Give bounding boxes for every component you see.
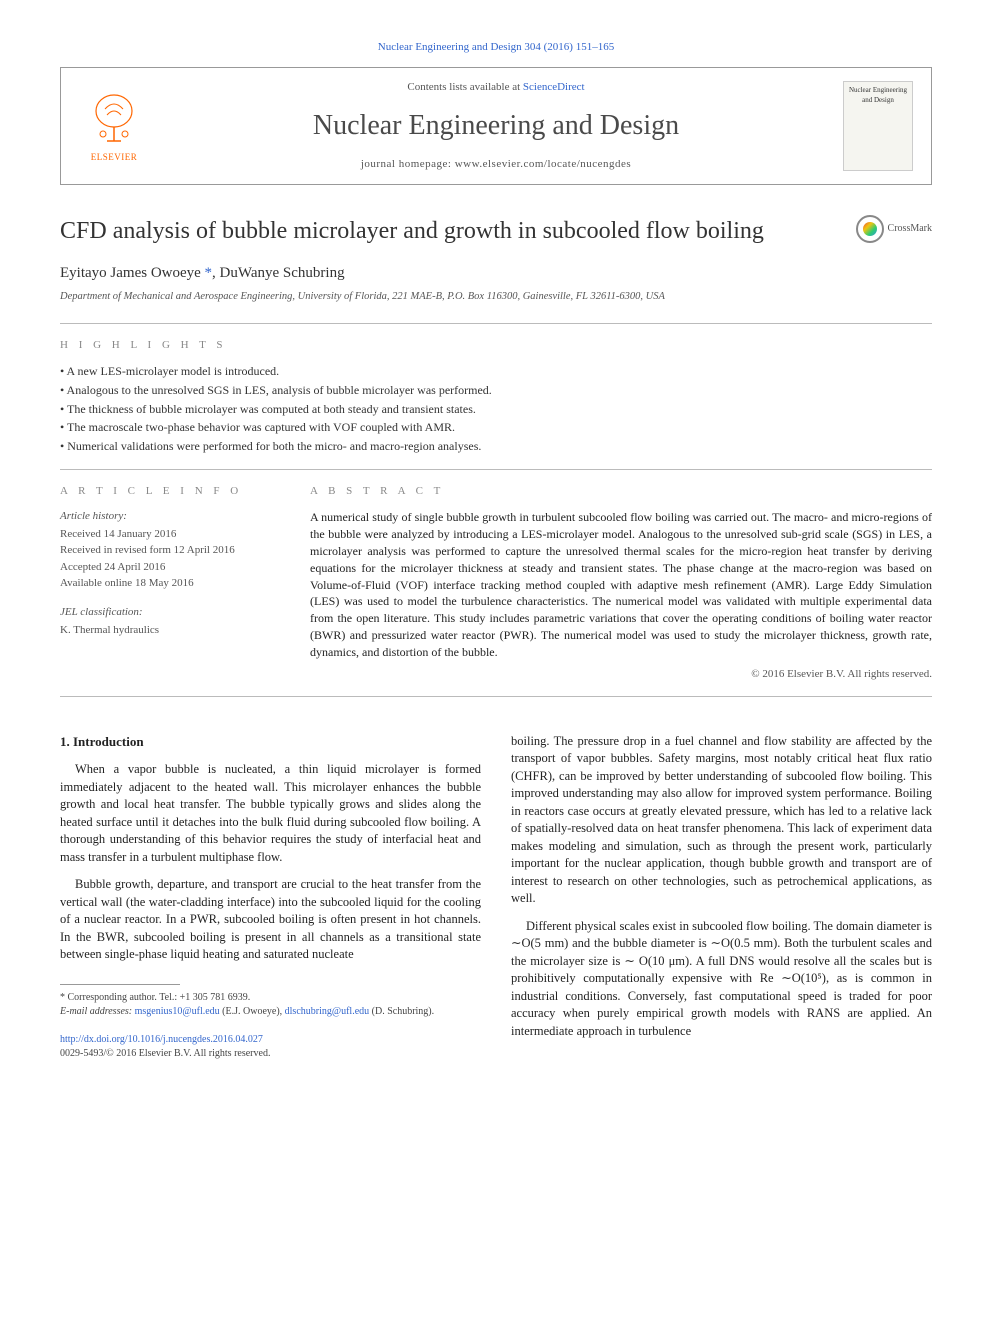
article-info-label: a r t i c l e i n f o xyxy=(60,484,280,499)
history-received: Received 14 January 2016 xyxy=(60,527,280,542)
journal-homepage: journal homepage: www.elsevier.com/locat… xyxy=(169,157,823,172)
email-footnote: E-mail addresses: msgenius10@ufl.edu (E.… xyxy=(60,1005,481,1019)
author-1: Eyitayo James Owoeye xyxy=(60,265,201,281)
info-abstract-row: a r t i c l e i n f o Article history: R… xyxy=(60,484,932,682)
doi-link[interactable]: http://dx.doi.org/10.1016/j.nucengdes.20… xyxy=(60,1034,263,1045)
cover-title: Nuclear Engineering and Design xyxy=(848,86,908,106)
journal-reference: Nuclear Engineering and Design 304 (2016… xyxy=(60,40,932,55)
column-right: boiling. The pressure drop in a fuel cha… xyxy=(511,733,932,1061)
col2-para-1: boiling. The pressure drop in a fuel cha… xyxy=(511,733,932,908)
divider xyxy=(60,469,932,470)
issn-line: 0029-5493/© 2016 Elsevier B.V. All right… xyxy=(60,1047,481,1061)
footnotes: * Corresponding author. Tel.: +1 305 781… xyxy=(60,991,481,1019)
body-columns: 1. Introduction When a vapor bubble is n… xyxy=(60,733,932,1061)
history-revised: Received in revised form 12 April 2016 xyxy=(60,543,280,558)
contents-available: Contents lists available at ScienceDirec… xyxy=(169,80,823,95)
email-link-2[interactable]: dlschubring@ufl.edu xyxy=(285,1006,369,1017)
column-left: 1. Introduction When a vapor bubble is n… xyxy=(60,733,481,1061)
doi-block: http://dx.doi.org/10.1016/j.nucengdes.20… xyxy=(60,1033,481,1061)
email-link-1[interactable]: msgenius10@ufl.edu xyxy=(135,1006,220,1017)
intro-heading: 1. Introduction xyxy=(60,733,481,751)
contents-prefix: Contents lists available at xyxy=(407,81,522,93)
highlight-item: Analogous to the unresolved SGS in LES, … xyxy=(60,382,932,399)
article-info: a r t i c l e i n f o Article history: R… xyxy=(60,484,280,682)
history-online: Available online 18 May 2016 xyxy=(60,576,280,591)
elsevier-tree-icon xyxy=(89,89,139,149)
abstract-label: a b s t r a c t xyxy=(310,484,932,499)
divider xyxy=(60,696,932,697)
author-2: DuWanye Schubring xyxy=(220,265,345,281)
journal-name: Nuclear Engineering and Design xyxy=(169,106,823,145)
homepage-prefix: journal homepage: xyxy=(361,158,455,170)
jel-block: JEL classification: K. Thermal hydraulic… xyxy=(60,605,280,638)
highlights-section: h i g h l i g h t s A new LES-microlayer… xyxy=(60,338,932,455)
corresponding-mark: * xyxy=(205,265,213,281)
elsevier-label: ELSEVIER xyxy=(91,151,138,164)
affiliation: Department of Mechanical and Aerospace E… xyxy=(60,290,932,305)
jel-label: JEL classification: xyxy=(60,605,280,620)
intro-para-1: When a vapor bubble is nucleated, a thin… xyxy=(60,761,481,866)
highlight-item: The thickness of bubble microlayer was c… xyxy=(60,401,932,418)
corresponding-footnote: * Corresponding author. Tel.: +1 305 781… xyxy=(60,991,481,1005)
email-name-2: (D. Schubring). xyxy=(372,1006,435,1017)
email-name-1: (E.J. Owoeye), xyxy=(222,1006,282,1017)
history-label: Article history: xyxy=(60,509,280,524)
title-row: CFD analysis of bubble microlayer and gr… xyxy=(60,215,932,249)
abstract: a b s t r a c t A numerical study of sin… xyxy=(310,484,932,682)
journal-cover-thumbnail: Nuclear Engineering and Design xyxy=(843,81,913,171)
intro-para-2: Bubble growth, departure, and transport … xyxy=(60,876,481,964)
email-label: E-mail addresses: xyxy=(60,1006,132,1017)
crossmark-icon xyxy=(856,215,884,243)
homepage-url[interactable]: www.elsevier.com/locate/nucengdes xyxy=(455,158,631,170)
highlight-item: A new LES-microlayer model is introduced… xyxy=(60,363,932,380)
divider xyxy=(60,323,932,324)
header-center: Contents lists available at ScienceDirec… xyxy=(169,80,823,172)
jel-value: K. Thermal hydraulics xyxy=(60,623,280,638)
footnote-rule xyxy=(60,984,180,985)
elsevier-logo: ELSEVIER xyxy=(79,86,149,166)
crossmark-badge[interactable]: CrossMark xyxy=(856,215,932,243)
col2-para-2: Different physical scales exist in subco… xyxy=(511,918,932,1041)
highlights-label: h i g h l i g h t s xyxy=(60,338,932,353)
crossmark-label: CrossMark xyxy=(888,222,932,236)
journal-header: ELSEVIER Contents lists available at Sci… xyxy=(60,67,932,185)
history-accepted: Accepted 24 April 2016 xyxy=(60,560,280,575)
sciencedirect-link[interactable]: ScienceDirect xyxy=(523,81,585,93)
abstract-copyright: © 2016 Elsevier B.V. All rights reserved… xyxy=(310,667,932,682)
authors: Eyitayo James Owoeye *, DuWanye Schubrin… xyxy=(60,263,932,284)
highlights-list: A new LES-microlayer model is introduced… xyxy=(60,363,932,455)
highlight-item: Numerical validations were performed for… xyxy=(60,438,932,455)
article-title: CFD analysis of bubble microlayer and gr… xyxy=(60,215,836,249)
abstract-text: A numerical study of single bubble growt… xyxy=(310,509,932,660)
highlight-item: The macroscale two-phase behavior was ca… xyxy=(60,419,932,436)
